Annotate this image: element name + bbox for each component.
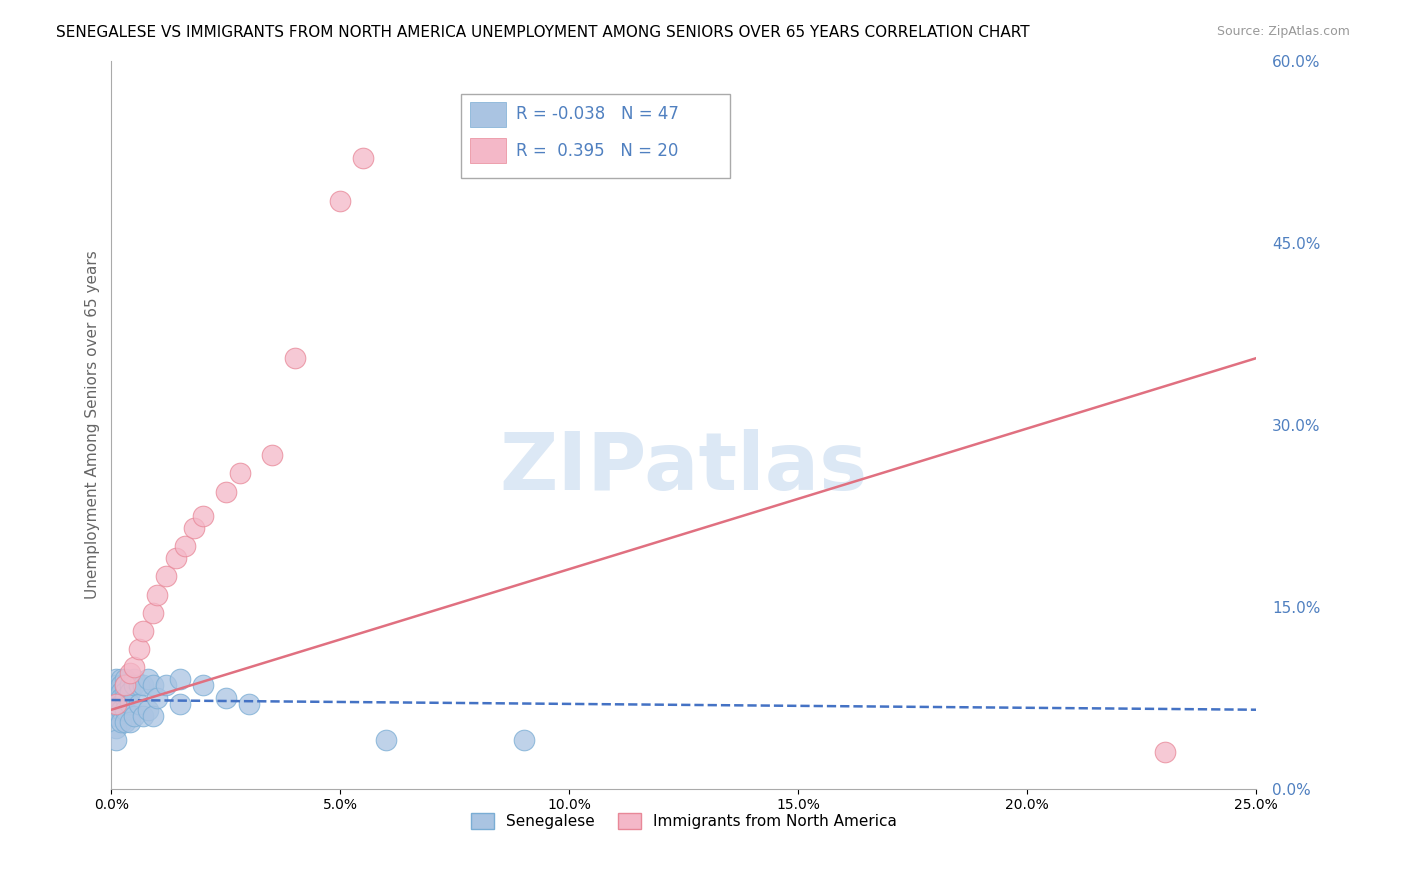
Point <box>124 708 146 723</box>
Point <box>169 673 191 687</box>
Point <box>128 678 150 692</box>
Point <box>118 666 141 681</box>
Point <box>110 684 132 698</box>
Point <box>104 678 127 692</box>
Point <box>110 673 132 687</box>
Point <box>155 678 177 692</box>
Point <box>118 684 141 698</box>
Point <box>173 539 195 553</box>
Point <box>118 697 141 711</box>
Point <box>104 690 127 705</box>
Point <box>104 703 127 717</box>
Point <box>191 508 214 523</box>
Text: R = -0.038   N = 47: R = -0.038 N = 47 <box>516 105 679 123</box>
Point <box>132 624 155 638</box>
Point <box>104 697 127 711</box>
Point <box>238 697 260 711</box>
Text: R =  0.395   N = 20: R = 0.395 N = 20 <box>516 142 678 160</box>
Point <box>191 678 214 692</box>
Point <box>118 678 141 692</box>
Point <box>146 690 169 705</box>
Point <box>146 588 169 602</box>
Point <box>114 673 136 687</box>
Point <box>114 678 136 692</box>
Point <box>142 606 165 620</box>
Point <box>104 708 127 723</box>
Point <box>114 714 136 729</box>
Point <box>110 703 132 717</box>
Point <box>260 448 283 462</box>
Point <box>512 733 534 747</box>
Text: ZIPatlas: ZIPatlas <box>499 429 868 508</box>
Point <box>155 569 177 583</box>
Point <box>114 684 136 698</box>
Point <box>352 151 374 165</box>
Point <box>132 708 155 723</box>
Point <box>124 678 146 692</box>
Point <box>114 703 136 717</box>
Point <box>169 697 191 711</box>
Y-axis label: Unemployment Among Seniors over 65 years: Unemployment Among Seniors over 65 years <box>86 251 100 599</box>
Point <box>104 733 127 747</box>
Point <box>110 678 132 692</box>
Point <box>284 351 307 366</box>
Point <box>228 467 250 481</box>
Text: Source: ZipAtlas.com: Source: ZipAtlas.com <box>1216 25 1350 38</box>
FancyBboxPatch shape <box>461 94 730 178</box>
Point <box>114 678 136 692</box>
Point <box>142 708 165 723</box>
Point <box>104 684 127 698</box>
Point <box>215 690 238 705</box>
Point <box>110 690 132 705</box>
Point <box>104 697 127 711</box>
Point <box>104 673 127 687</box>
Point <box>165 551 187 566</box>
Text: SENEGALESE VS IMMIGRANTS FROM NORTH AMERICA UNEMPLOYMENT AMONG SENIORS OVER 65 Y: SENEGALESE VS IMMIGRANTS FROM NORTH AMER… <box>56 25 1029 40</box>
Point <box>124 673 146 687</box>
Point <box>110 697 132 711</box>
Point <box>183 521 205 535</box>
Point <box>142 678 165 692</box>
FancyBboxPatch shape <box>470 102 506 127</box>
Point <box>132 678 155 692</box>
Point <box>124 660 146 674</box>
Point <box>329 194 352 208</box>
Point <box>136 703 159 717</box>
Point <box>375 733 398 747</box>
Point <box>114 690 136 705</box>
Point <box>118 714 141 729</box>
Point <box>104 690 127 705</box>
Legend: Senegalese, Immigrants from North America: Senegalese, Immigrants from North Americ… <box>465 807 903 836</box>
Point <box>128 642 150 657</box>
Point <box>128 697 150 711</box>
Point <box>104 721 127 735</box>
Point <box>136 673 159 687</box>
Point <box>1153 745 1175 759</box>
Point <box>110 714 132 729</box>
FancyBboxPatch shape <box>470 138 506 163</box>
Point <box>215 484 238 499</box>
